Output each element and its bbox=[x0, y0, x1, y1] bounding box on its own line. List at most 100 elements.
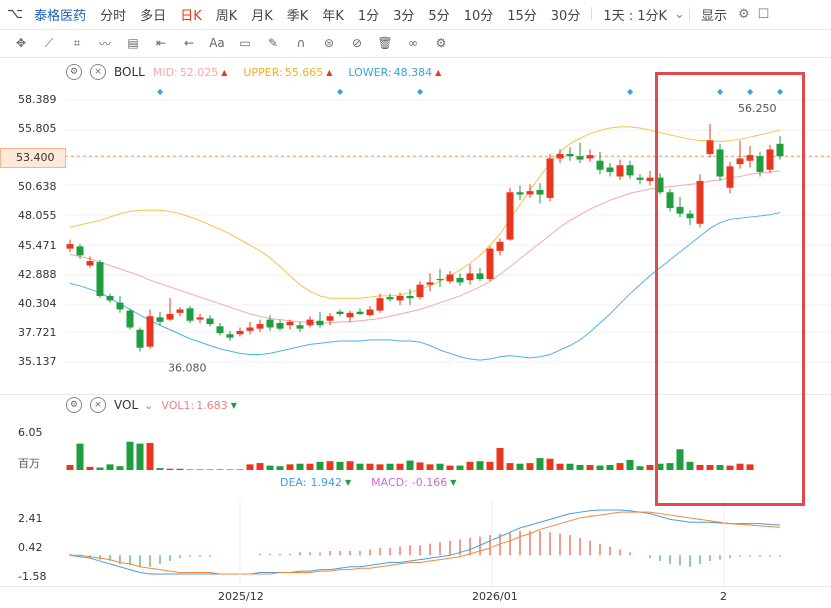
lock-icon[interactable]: ⊜ bbox=[323, 36, 335, 50]
tab-period-5[interactable]: 季K bbox=[286, 8, 309, 24]
vol-label[interactable]: VOL bbox=[114, 398, 139, 412]
candle-body bbox=[436, 279, 444, 281]
tab-period-1[interactable]: 多日 bbox=[140, 8, 167, 24]
close-icon[interactable]: × bbox=[90, 397, 106, 413]
line-tool-icon[interactable]: ⟋ bbox=[44, 35, 54, 50]
volume-bar bbox=[456, 465, 464, 470]
delete-icon[interactable]: 🗑 bbox=[377, 36, 393, 50]
candle-body bbox=[456, 277, 464, 283]
volume-bar bbox=[656, 463, 664, 470]
display-menu[interactable]: 显示 bbox=[700, 8, 727, 24]
tab-period-11[interactable]: 15分 bbox=[507, 8, 537, 24]
candle-body bbox=[256, 324, 264, 329]
down-arrow-icon: ▼ bbox=[344, 478, 352, 487]
candle-body bbox=[706, 140, 714, 154]
volume-bar bbox=[186, 469, 194, 470]
vol1-value: 1.683 bbox=[196, 398, 228, 412]
down-arrow-icon: ▼ bbox=[450, 478, 457, 487]
chevron-down-icon[interactable]: ⌄ bbox=[144, 398, 154, 412]
tab-period-3[interactable]: 周K bbox=[215, 8, 238, 24]
macd-axis-1: 0.42 bbox=[18, 541, 43, 554]
candle-body bbox=[506, 192, 514, 240]
settings-icon[interactable]: ⚙ bbox=[66, 64, 82, 80]
candle-body bbox=[236, 330, 244, 335]
magnet-icon[interactable]: ∩ bbox=[296, 36, 306, 50]
stock-name[interactable]: 泰格医药 bbox=[34, 8, 87, 24]
volume-bar bbox=[476, 461, 484, 470]
fib-tool-icon[interactable]: ▤ bbox=[127, 36, 139, 50]
low-annotation: 36.080 bbox=[168, 361, 207, 374]
range-tool-icon[interactable]: ⇤ bbox=[155, 36, 167, 50]
candle-body bbox=[86, 261, 94, 266]
close-icon[interactable]: × bbox=[90, 64, 106, 80]
volume-bar bbox=[296, 463, 304, 470]
tab-period-6[interactable]: 年K bbox=[322, 8, 344, 24]
candle-body bbox=[166, 313, 174, 320]
text-tool-icon[interactable]: Aa bbox=[209, 36, 225, 50]
tab-period-9[interactable]: 5分 bbox=[428, 8, 450, 24]
tab-period-12[interactable]: 30分 bbox=[550, 8, 581, 24]
volume-bar bbox=[346, 461, 354, 470]
candle-body bbox=[306, 319, 314, 326]
settings-icon[interactable]: ⚙ bbox=[66, 397, 82, 413]
tab-period-10[interactable]: 10分 bbox=[463, 8, 494, 24]
boll-label[interactable]: BOLL bbox=[114, 65, 145, 79]
signal-dot-icon: ◆ bbox=[717, 87, 724, 96]
candle-body bbox=[626, 165, 634, 176]
hide-icon[interactable]: ⊘ bbox=[351, 36, 363, 50]
candle-body bbox=[326, 316, 334, 321]
signal-dot-icon: ◆ bbox=[417, 87, 424, 96]
wave-tool-icon[interactable]: 〰 bbox=[98, 36, 111, 51]
candle-body bbox=[216, 326, 224, 334]
chevron-down-icon[interactable]: ⌄ bbox=[674, 6, 685, 22]
tab-period-8[interactable]: 3分 bbox=[393, 8, 415, 24]
volume-bar bbox=[106, 464, 114, 470]
drawing-toolbar: ✥ ⟋ ⌗ 〰 ▤ ⇤ ← Aa ▭ ✎ ∩ ⊜ ⊘ 🗑 ∞ ⚙ bbox=[0, 30, 831, 56]
boll-mid-value: 52.025 bbox=[179, 65, 219, 79]
candle-body bbox=[356, 311, 364, 314]
volume-bar bbox=[86, 466, 94, 470]
candle-body bbox=[376, 298, 384, 311]
high-annotation: 56.250 bbox=[738, 102, 777, 115]
gear-icon[interactable]: ⚙ bbox=[435, 36, 447, 50]
tab-period-2[interactable]: 日K bbox=[180, 8, 202, 24]
pen-icon[interactable]: ✎ bbox=[267, 36, 279, 50]
range-selector[interactable]: 1天 : 1分K bbox=[603, 8, 668, 24]
checkbox-icon[interactable]: ☐ bbox=[757, 6, 770, 22]
volume-bar bbox=[126, 441, 134, 470]
settings-icon[interactable]: ⚙ bbox=[737, 6, 750, 22]
candle-body bbox=[76, 246, 84, 256]
candle-body bbox=[66, 244, 74, 249]
volume-bar bbox=[496, 448, 504, 470]
candle-body bbox=[586, 155, 594, 159]
polyline-tool-icon[interactable]: ⌗ bbox=[73, 35, 81, 50]
candle-body bbox=[636, 177, 644, 180]
move-icon[interactable]: ✥ bbox=[15, 36, 27, 50]
volume-bar bbox=[116, 466, 124, 470]
tab-period-0[interactable]: 分时 bbox=[100, 8, 127, 24]
volume-bar bbox=[306, 463, 314, 470]
volume-bar bbox=[66, 464, 74, 470]
dea-label: DEA: bbox=[280, 476, 307, 489]
price-axis-label-0: 58.389 bbox=[18, 93, 57, 106]
link-icon[interactable]: ∞ bbox=[408, 36, 418, 50]
volume-bar bbox=[286, 464, 294, 470]
comment-icon[interactable]: ▭ bbox=[239, 36, 251, 50]
candle-body bbox=[756, 156, 764, 172]
candle-body bbox=[606, 167, 614, 172]
candle-body bbox=[566, 153, 574, 157]
candle-body bbox=[716, 149, 724, 177]
volume-bar bbox=[436, 463, 444, 470]
vol1-label: VOL1: bbox=[161, 398, 195, 412]
candle-body bbox=[736, 158, 744, 165]
arrow-tool-icon[interactable]: ← bbox=[183, 36, 195, 50]
menu-icon[interactable]: ⌥ bbox=[7, 6, 24, 22]
candle-body bbox=[646, 177, 654, 182]
tab-period-7[interactable]: 1分 bbox=[357, 8, 380, 24]
candle-body bbox=[186, 308, 194, 321]
candle-body bbox=[106, 295, 114, 301]
volume-bar bbox=[466, 461, 474, 470]
tab-period-4[interactable]: 月K bbox=[251, 8, 273, 24]
candle-body bbox=[266, 319, 274, 328]
